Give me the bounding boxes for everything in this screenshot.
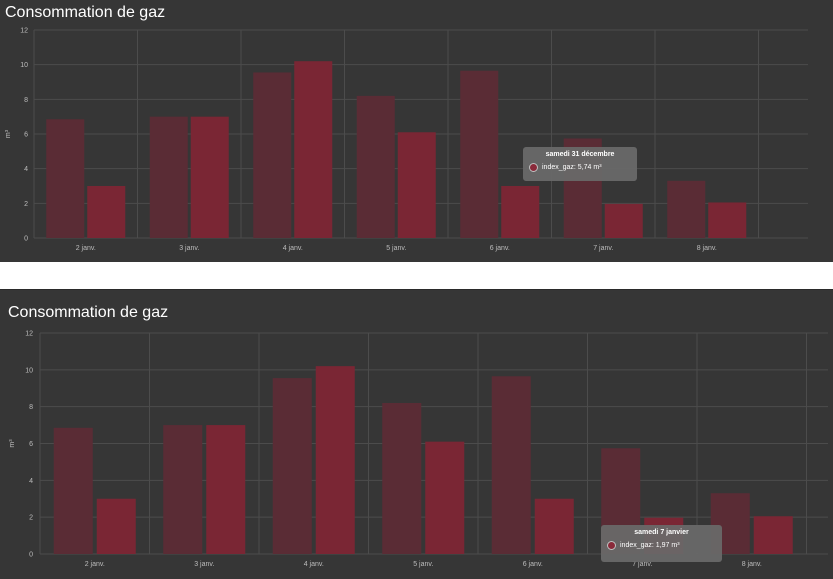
x-tick-label: 3 janv. — [179, 245, 199, 252]
bar-index-gaz[interactable] — [315, 366, 355, 554]
x-tick-label: 8 janv. — [697, 245, 717, 252]
bar-previous[interactable] — [53, 427, 93, 554]
y-tick-label: 6 — [29, 441, 33, 448]
bar-index-gaz[interactable] — [604, 203, 643, 238]
y-axis-label: m³ — [5, 129, 12, 138]
bar-index-gaz[interactable] — [206, 425, 246, 554]
bar-index-gaz[interactable] — [534, 498, 574, 554]
tooltip-title: samedi 31 décembre — [545, 151, 615, 158]
y-tick-label: 4 — [24, 166, 28, 173]
y-tick-label: 10 — [20, 62, 28, 69]
tooltip-title: samedi 7 janvier — [634, 529, 689, 536]
y-tick-label: 4 — [29, 478, 33, 485]
y-tick-label: 10 — [25, 367, 33, 374]
x-tick-label: 7 janv. — [593, 245, 613, 252]
y-tick-label: 8 — [29, 404, 33, 411]
chart-card-top: Consommation de gaz 0 2 4 6 8 10 12 m³ 2 janv. 3 … — [0, 0, 833, 262]
bar-previous[interactable] — [356, 95, 395, 238]
x-tick-label: 6 janv. — [490, 245, 510, 252]
legend-swatch-icon — [529, 163, 538, 172]
bar-index-gaz[interactable] — [87, 186, 126, 238]
chart-card-bottom: Consommation de gaz 0 2 4 6 8 10 12 m³ 2 janv. 3 … — [0, 289, 833, 579]
y-axis-label: m³ — [9, 439, 16, 448]
x-tick-label: 7 janv. — [632, 561, 652, 568]
y-tick-label: 12 — [20, 28, 28, 35]
y-tick-label: 2 — [29, 515, 33, 522]
bar-chart-top[interactable]: 0 2 4 6 8 10 12 m³ 2 janv. 3 janv. 4 janv. 5 janv. 6… — [0, 0, 833, 262]
chart-title: Consommation de gaz — [5, 4, 166, 21]
bar-index-gaz[interactable] — [397, 132, 436, 238]
bar-previous[interactable] — [46, 119, 85, 238]
tooltip-label: index_gaz: 5,74 m³ — [542, 164, 602, 171]
x-tick-label: 5 janv. — [413, 561, 433, 568]
bar-previous[interactable] — [163, 425, 203, 554]
bar-previous[interactable] — [460, 70, 499, 238]
bar-index-gaz[interactable] — [96, 498, 136, 554]
x-tick-label: 6 janv. — [523, 561, 543, 568]
y-tick-label: 2 — [24, 201, 28, 208]
x-tick-label: 5 janv. — [386, 245, 406, 252]
y-tick-label: 12 — [25, 331, 33, 338]
bar-index-gaz[interactable] — [753, 516, 793, 554]
bar-index-gaz[interactable] — [501, 186, 540, 238]
bar-index-gaz[interactable] — [294, 61, 333, 239]
bar-index-gaz[interactable] — [425, 441, 465, 554]
x-tick-label: 8 janv. — [742, 561, 762, 568]
bar-previous[interactable] — [149, 116, 188, 238]
bar-previous[interactable] — [272, 378, 312, 554]
x-tick-label: 4 janv. — [304, 561, 324, 568]
bar-previous[interactable] — [253, 72, 292, 238]
bar-index-gaz[interactable] — [190, 116, 229, 238]
chart-tooltip: samedi 7 janvier index_gaz: 1,97 m³ — [601, 525, 722, 562]
x-tick-label: 2 janv. — [76, 245, 96, 252]
bar-previous[interactable] — [667, 180, 706, 238]
legend-swatch-icon — [607, 541, 616, 550]
y-tick-label: 8 — [24, 97, 28, 104]
y-tick-label: 0 — [24, 236, 28, 243]
chart-title: Consommation de gaz — [8, 304, 169, 321]
x-tick-label: 3 janv. — [194, 561, 214, 568]
bar-index-gaz[interactable] — [708, 202, 747, 238]
y-tick-label: 0 — [29, 552, 33, 559]
bar-previous[interactable] — [382, 402, 422, 554]
y-tick-label: 6 — [24, 132, 28, 139]
bar-previous[interactable] — [491, 376, 531, 554]
tooltip-label: index_gaz: 1,97 m³ — [620, 542, 680, 549]
x-tick-label: 2 janv. — [85, 561, 105, 568]
chart-tooltip: samedi 31 décembre index_gaz: 5,74 m³ — [523, 147, 637, 181]
x-tick-label: 4 janv. — [283, 245, 303, 252]
